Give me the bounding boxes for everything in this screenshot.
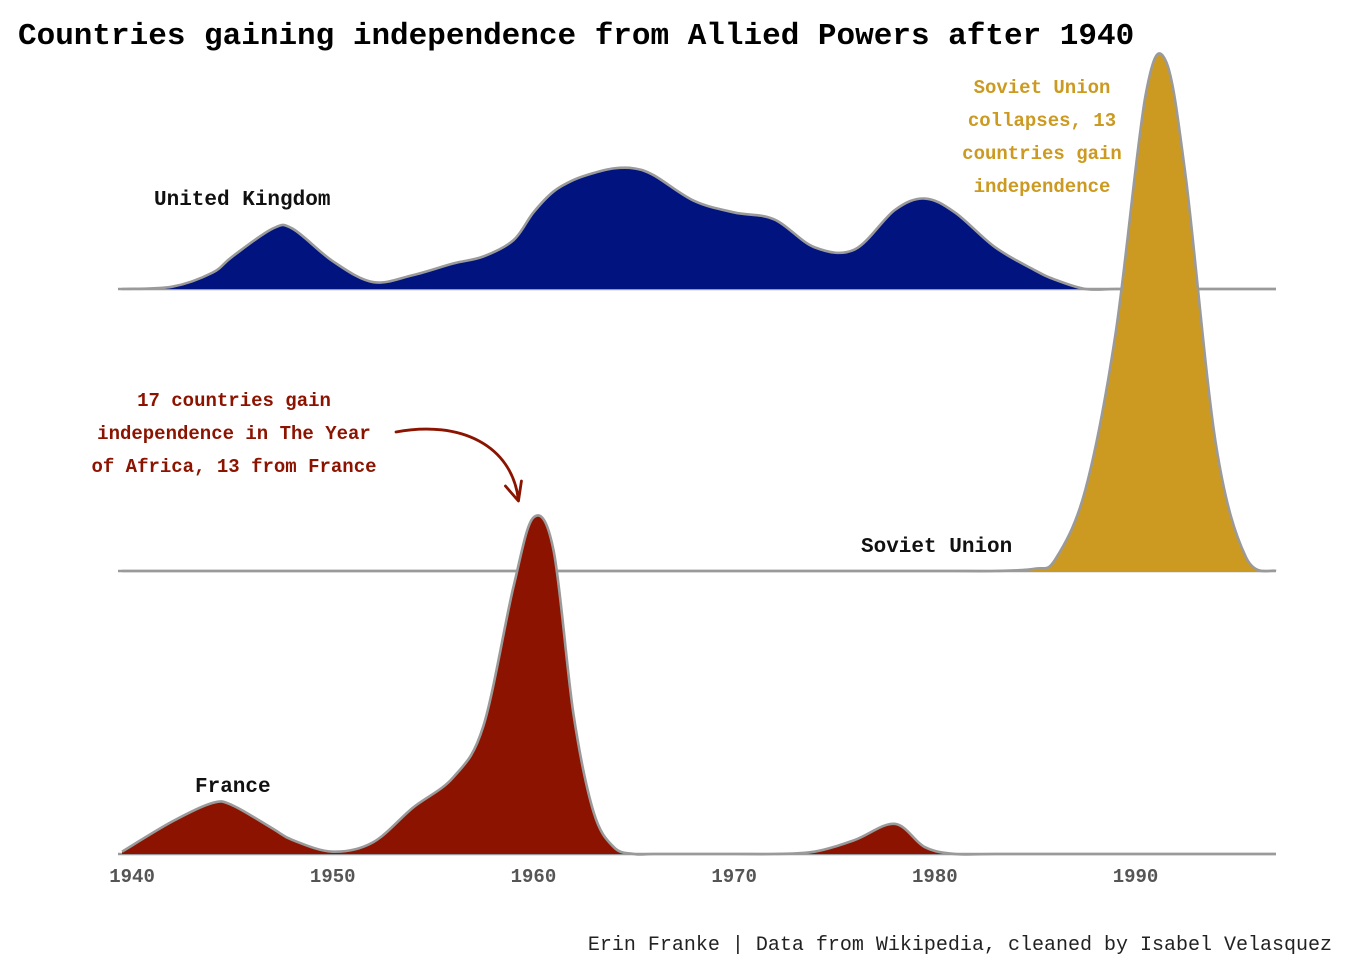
annotation-africa-line: independence in The Year — [97, 423, 371, 445]
chart-caption: Erin Franke | Data from Wikipedia, clean… — [588, 934, 1332, 957]
x-tick-label: 1970 — [711, 866, 757, 888]
series-label-united-kingdom: United Kingdom — [154, 189, 330, 212]
series-labels: United Kingdom Soviet Union France — [154, 189, 1012, 799]
annotation-arrowhead — [504, 479, 523, 503]
annotation-arrow — [394, 427, 520, 502]
density-outline-united-kingdom — [121, 166, 1276, 291]
x-tick-label: 1960 — [511, 866, 557, 888]
annotation-soviet-line: Soviet Union — [974, 77, 1111, 99]
ridge-soviet-union — [118, 52, 1277, 573]
x-tick-label: 1950 — [310, 866, 356, 888]
annotation-soviet-line: countries gain — [962, 143, 1122, 165]
ridge-france — [118, 514, 1276, 856]
chart-title: Countries gaining independence from Alli… — [18, 19, 1134, 54]
annotation-africa-line: of Africa, 13 from France — [91, 456, 376, 478]
series-label-france: France — [195, 776, 271, 799]
x-tick-label: 1940 — [109, 866, 155, 888]
x-tick-label: 1990 — [1113, 866, 1159, 888]
annotation-soviet-line: collapses, 13 — [968, 110, 1116, 132]
annotation-africa: 17 countries gain independence in The Yea… — [91, 390, 523, 503]
annotation-soviet-line: independence — [974, 176, 1111, 198]
density-outline-france — [121, 514, 1276, 856]
density-area-france — [122, 515, 1276, 855]
density-area-united-kingdom — [122, 167, 1276, 290]
annotation-africa-line: 17 countries gain — [137, 390, 331, 412]
x-tick-label: 1980 — [912, 866, 958, 888]
density-area-soviet-union — [122, 53, 1276, 572]
density-outline-soviet-union — [122, 52, 1277, 573]
series-label-soviet-union: Soviet Union — [861, 536, 1012, 559]
ridge-united-kingdom — [118, 166, 1276, 291]
x-axis: 1940 1950 1960 1970 1980 1990 — [109, 866, 1158, 888]
ridges — [118, 52, 1277, 856]
annotations: Soviet Union collapses, 13 countries gain i… — [91, 77, 1122, 503]
annotation-soviet: Soviet Union collapses, 13 countries gain i… — [962, 77, 1122, 198]
